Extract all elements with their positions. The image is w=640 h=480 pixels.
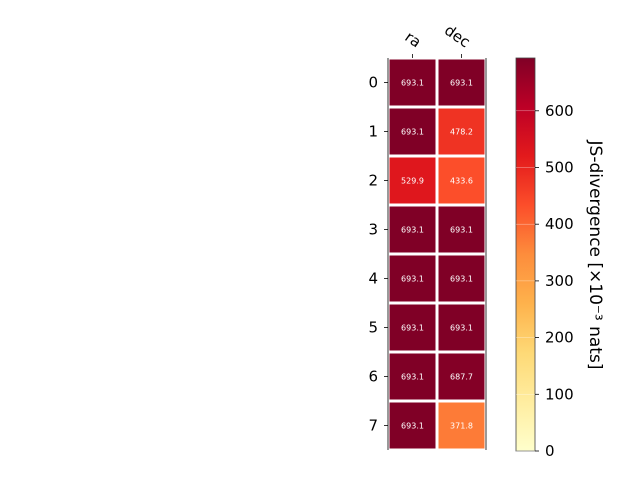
heatmap-cell: [389, 206, 436, 253]
heatmap-cell: [438, 255, 485, 302]
cell-value-label: 687.7: [450, 373, 473, 382]
row-label: 1: [368, 123, 378, 141]
heatmap-cell: [389, 59, 436, 106]
heatmap-cell: [438, 304, 485, 351]
colorbar-tick-label: 300: [545, 272, 574, 290]
colorbar-gradient: [515, 57, 536, 452]
row-label: 7: [368, 417, 378, 435]
heatmap-cell: [389, 255, 436, 302]
row-label: 5: [368, 319, 378, 337]
colorbar-tick-label: 100: [545, 385, 574, 403]
colorbar-tick-label: 500: [545, 158, 574, 176]
row-label: 4: [368, 270, 378, 288]
column-label: dec: [441, 21, 473, 51]
heatmap-cell: [389, 402, 436, 449]
colorbar: 0 100 200 300 400 500 600 JS-divergence [×10⁻³…: [515, 57, 605, 460]
cell-value-label: 371.8: [450, 422, 473, 431]
heatmap-area: 693.1 693.1 693.1 478.2 529.9 433.6 693.1 693.1…: [387, 58, 487, 450]
row-label: 0: [368, 74, 378, 92]
column-label: ra: [402, 28, 425, 52]
heatmap-cell: [438, 157, 485, 204]
colorbar-tick-label: 600: [545, 102, 574, 120]
cell-value-label: 693.1: [401, 275, 424, 284]
cell-value-label: 693.1: [450, 226, 473, 235]
row-label: 6: [368, 368, 378, 386]
cell-value-label: 693.1: [401, 324, 424, 333]
cell-value-label: 693.1: [450, 79, 473, 88]
cell-value-label: 693.1: [401, 422, 424, 431]
heatmap-cell: [438, 402, 485, 449]
cell-value-label: 693.1: [401, 128, 424, 137]
cell-value-label: 693.1: [401, 79, 424, 88]
colorbar-ticks: 0 100 200 300 400 500 600: [516, 102, 574, 460]
heatmap-cell: [438, 353, 485, 400]
heatmap-cell: [389, 353, 436, 400]
cell-value-label: 693.1: [450, 324, 473, 333]
cell-value-label: 478.2: [450, 128, 473, 137]
colorbar-tick-label: 400: [545, 215, 574, 233]
colorbar-label: JS-divergence [×10⁻³ nats]: [585, 140, 605, 370]
cell-value-label: 529.9: [401, 177, 424, 186]
row-labels: 0 1 2 3 4 5 6 7: [368, 74, 388, 435]
cell-value-label: 433.6: [450, 177, 473, 186]
heatmap-cell: [438, 206, 485, 253]
cell-value-label: 693.1: [401, 226, 424, 235]
column-labels: ra dec: [402, 21, 474, 58]
heatmap-cell: [438, 59, 485, 106]
heatmap-cell: [438, 108, 485, 155]
cell-value-label: 693.1: [401, 373, 424, 382]
cell-value-label: 693.1: [450, 275, 473, 284]
heatmap-cell: [389, 157, 436, 204]
row-label: 3: [368, 221, 378, 239]
colorbar-tick-label: 0: [545, 442, 555, 460]
colorbar-tick-label: 200: [545, 329, 574, 347]
heatmap-cell: [389, 304, 436, 351]
heatmap-cell: [389, 108, 436, 155]
row-label: 2: [368, 172, 378, 190]
